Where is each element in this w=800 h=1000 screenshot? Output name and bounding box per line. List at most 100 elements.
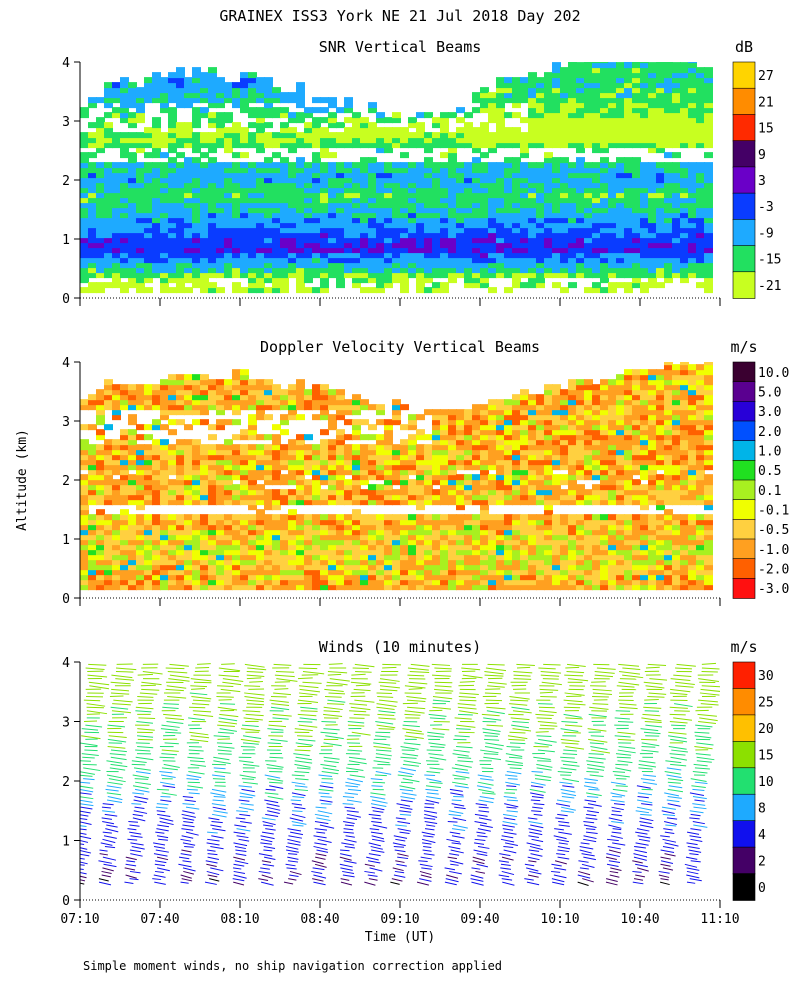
snr-cell: [632, 192, 641, 199]
snr-cell: [496, 82, 505, 89]
snr-cell: [640, 82, 649, 89]
snr-cell: [240, 172, 249, 179]
snr-cell: [368, 122, 377, 129]
snr-cell: [368, 182, 377, 189]
doppler-cell: [200, 554, 209, 561]
snr-cell: [440, 137, 449, 144]
doppler-cell: [136, 514, 145, 521]
snr-cell: [232, 167, 241, 174]
snr-cell: [512, 232, 521, 239]
snr-cell: [160, 177, 169, 184]
snr-cell: [264, 142, 273, 149]
doppler-cell: [328, 459, 337, 466]
doppler-cell: [536, 459, 545, 466]
snr-cell: [552, 192, 561, 199]
doppler-cell: [256, 529, 265, 536]
snr-cell: [520, 117, 529, 124]
doppler-cell: [472, 554, 481, 561]
snr-cell: [352, 197, 361, 204]
snr-cell: [464, 197, 473, 204]
snr-cell: [176, 252, 185, 259]
snr-cell: [192, 237, 201, 244]
snr-cell: [528, 177, 537, 184]
snr-cell: [168, 142, 177, 149]
snr-cell: [632, 202, 641, 209]
snr-cell: [136, 132, 145, 139]
doppler-cell: [376, 539, 385, 546]
snr-cell: [408, 222, 417, 229]
doppler-cell: [344, 534, 353, 541]
snr-cell: [168, 172, 177, 179]
snr-cell: [488, 237, 497, 244]
doppler-cell: [464, 529, 473, 536]
y-axis-label: Altitude (km): [15, 429, 30, 531]
doppler-cell: [512, 519, 521, 526]
doppler-cell: [112, 459, 121, 466]
snr-cell: [576, 252, 585, 259]
doppler-cell: [384, 539, 393, 546]
doppler-cell: [400, 574, 409, 581]
doppler-cell: [368, 539, 377, 546]
snr-cell: [472, 192, 481, 199]
doppler-cell: [96, 539, 105, 546]
snr-cell: [184, 217, 193, 224]
snr-cell: [304, 272, 313, 279]
snr-cell: [296, 197, 305, 204]
doppler-cell: [104, 474, 113, 481]
snr-cell: [168, 232, 177, 239]
doppler-cell: [448, 444, 457, 451]
snr-cell: [216, 187, 225, 194]
doppler-cell: [440, 474, 449, 481]
snr-cell: [240, 212, 249, 219]
snr-cell: [344, 127, 353, 134]
doppler-cell: [96, 389, 105, 396]
snr-cell: [224, 177, 233, 184]
snr-cell: [152, 212, 161, 219]
snr-cell: [408, 132, 417, 139]
doppler-cell: [360, 559, 369, 566]
doppler-cell: [280, 544, 289, 551]
snr-cell: [664, 277, 673, 284]
doppler-cell: [80, 579, 89, 586]
doppler-cell: [368, 454, 377, 461]
snr-cell: [512, 92, 521, 99]
snr-cell: [544, 187, 553, 194]
doppler-cell: [416, 519, 425, 526]
snr-cell: [568, 122, 577, 129]
snr-cell: [104, 242, 113, 249]
doppler-cell: [80, 564, 89, 571]
doppler-cell: [200, 564, 209, 571]
doppler-cell: [168, 419, 177, 426]
doppler-cell: [144, 549, 153, 556]
snr-cell: [168, 157, 177, 164]
doppler-cell: [360, 574, 369, 581]
snr-cell: [336, 177, 345, 184]
snr-cell: [488, 207, 497, 214]
snr-cell: [664, 72, 673, 79]
snr-cell: [184, 102, 193, 109]
doppler-cell: [80, 559, 89, 566]
snr-cell: [360, 162, 369, 169]
doppler-cell: [160, 489, 169, 496]
snr-cell: [120, 162, 129, 169]
snr-cell: [552, 72, 561, 79]
snr-cell: [448, 142, 457, 149]
doppler-cell: [320, 464, 329, 471]
doppler-cell: [520, 404, 529, 411]
snr-cell: [248, 77, 257, 84]
doppler-cell: [472, 419, 481, 426]
snr-cell: [472, 232, 481, 239]
snr-cell: [520, 227, 529, 234]
doppler-cell: [520, 409, 529, 416]
doppler-cell: [432, 419, 441, 426]
snr-cell: [632, 67, 641, 74]
doppler-cell: [448, 579, 457, 586]
doppler-cell: [296, 379, 305, 386]
doppler-cell: [96, 534, 105, 541]
doppler-cell: [264, 499, 273, 506]
snr-cell: [632, 142, 641, 149]
snr-cell: [360, 197, 369, 204]
snr-cell: [504, 257, 513, 264]
snr-cell: [584, 77, 593, 84]
doppler-cell: [352, 569, 361, 576]
